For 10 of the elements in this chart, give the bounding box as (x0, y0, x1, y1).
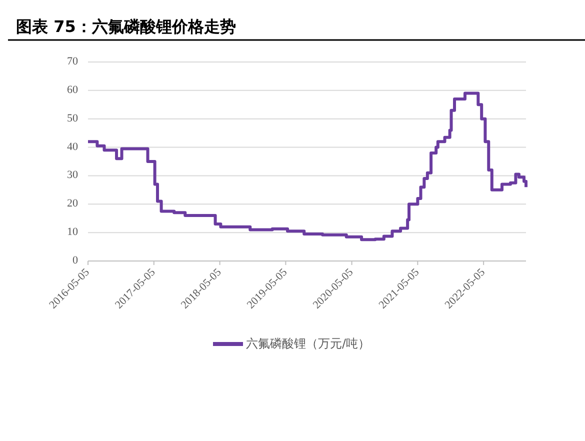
y-tick-label: 10 (67, 226, 78, 238)
y-tick-label: 40 (67, 140, 78, 153)
legend-label: 六氟磷酸锂（万元/吨） (246, 336, 370, 350)
y-tick-label: 50 (67, 112, 78, 124)
chart-title: 图表 75：六氟磷酸锂价格走势 (16, 17, 236, 36)
y-tick-label: 0 (72, 254, 78, 267)
y-tick-label: 20 (67, 198, 78, 210)
y-tick-label: 30 (67, 169, 78, 182)
y-tick-label: 60 (67, 84, 78, 96)
y-tick-label: 70 (67, 56, 78, 68)
